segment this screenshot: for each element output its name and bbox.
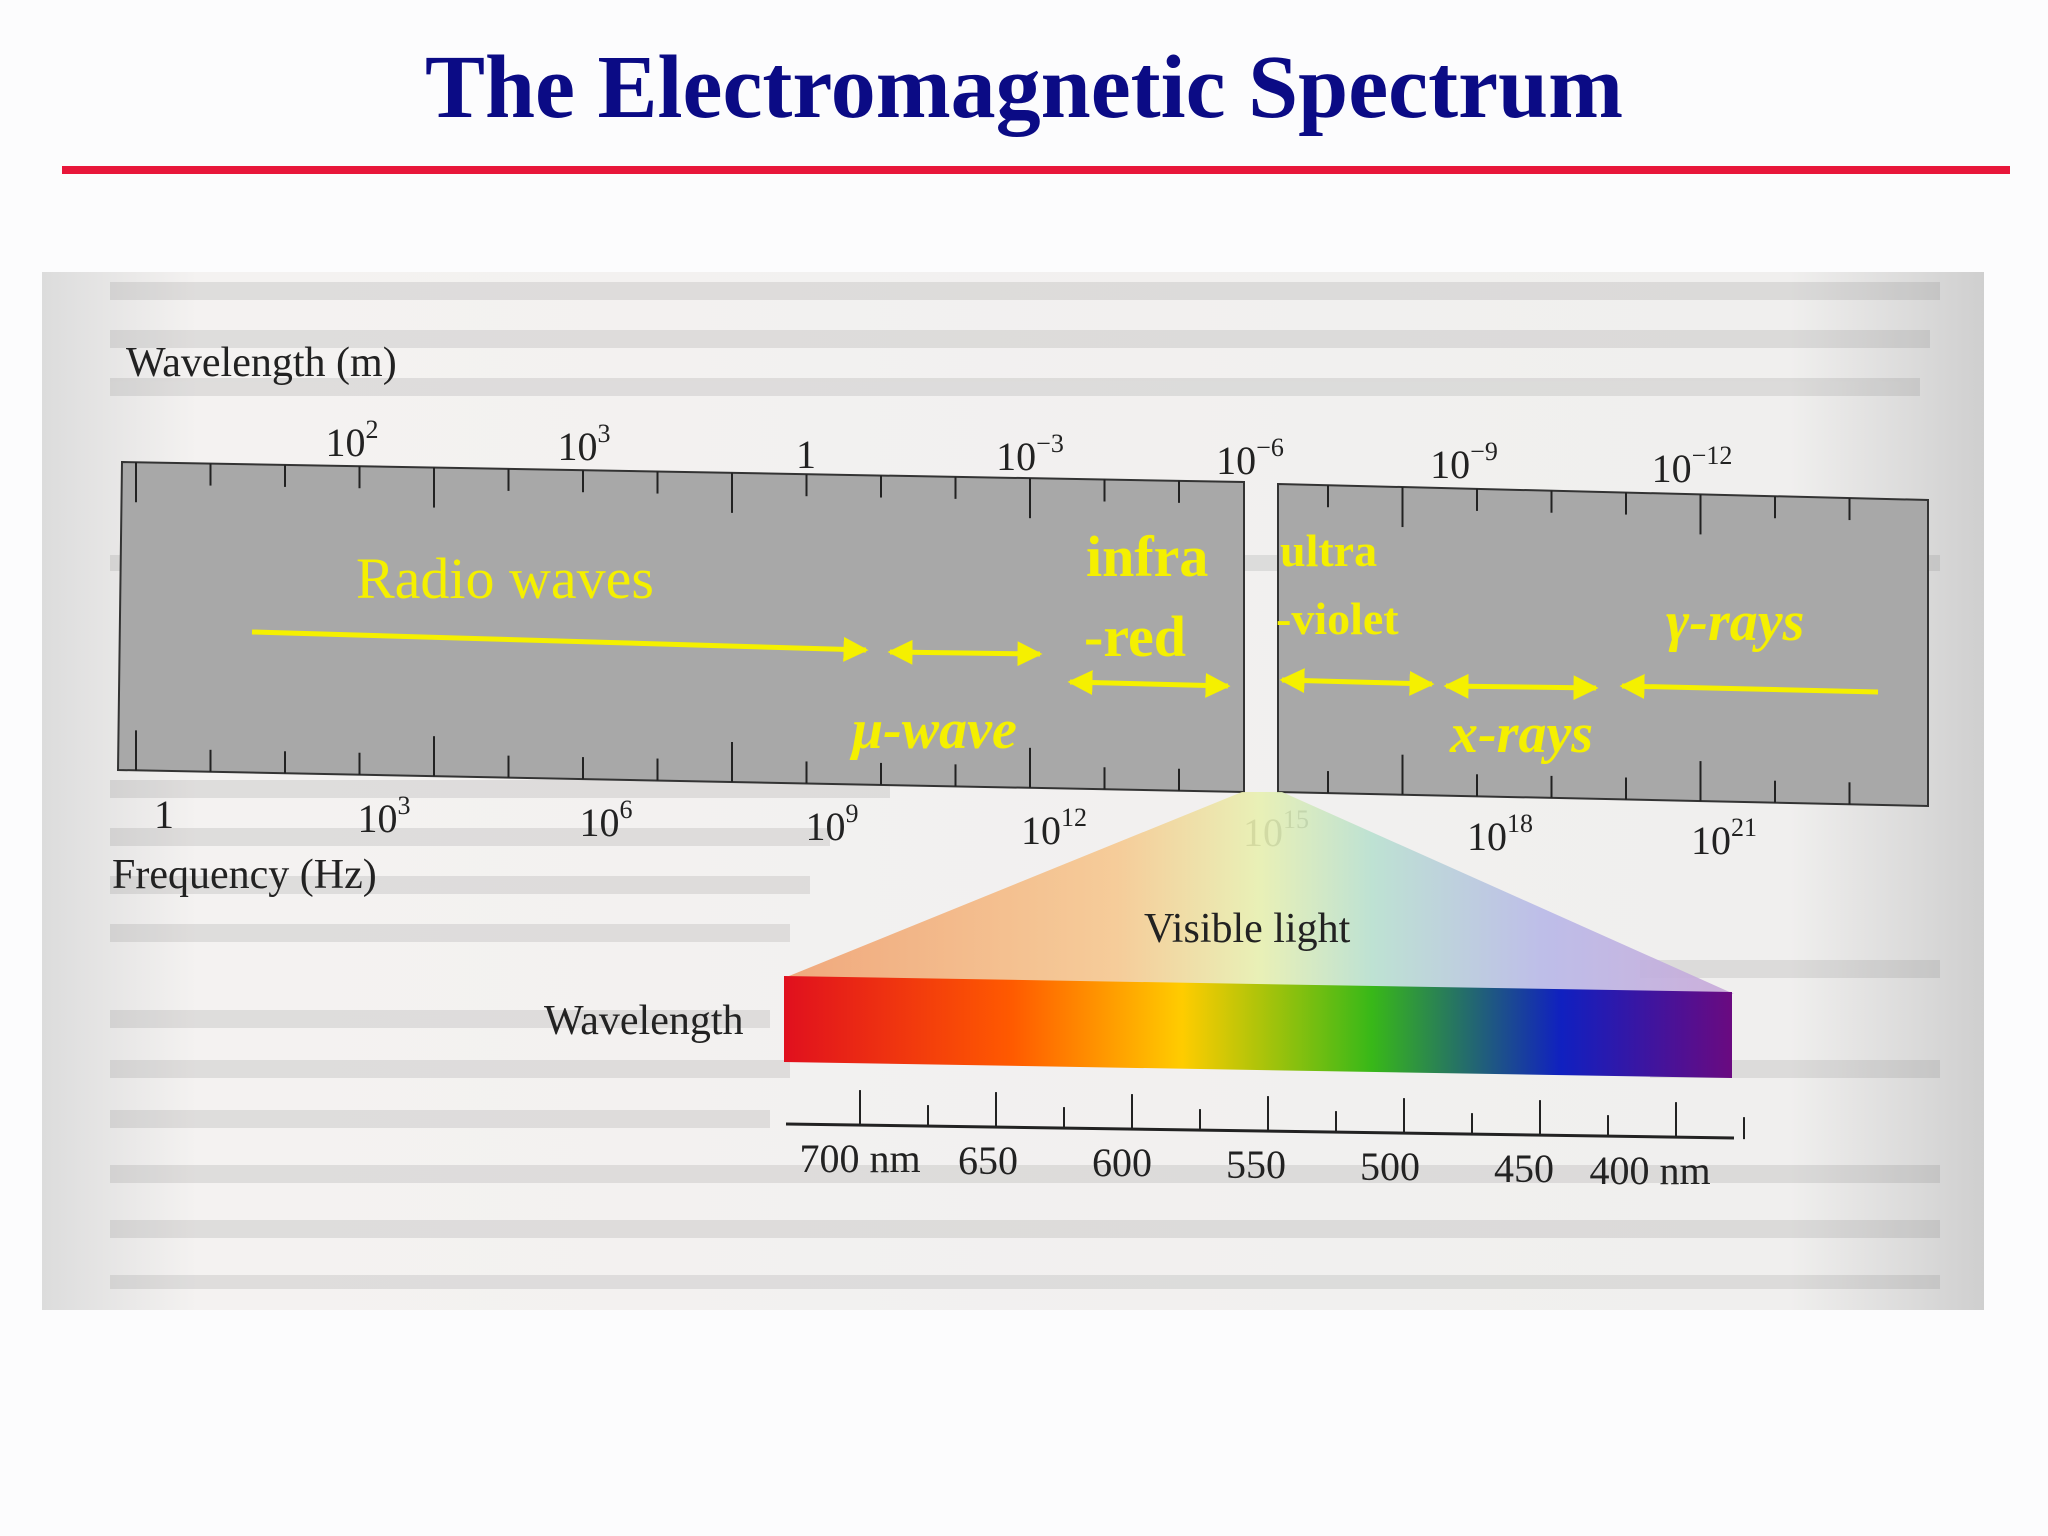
visible-scale-line (785, 1122, 1735, 1140)
wavelength-tick-label: 10−12 (1652, 441, 1733, 491)
frequency-tick-label: 1012 (1021, 803, 1087, 853)
visible-tick-label: 400 nm (1589, 1148, 1710, 1193)
slide-title: The Electromagnetic Spectrum (424, 38, 1624, 137)
band-labels: Radio waves μ-wave infra -red ultra -vio… (251, 524, 1879, 765)
wavelength-tick-label: 10−6 (1216, 433, 1284, 483)
gamma-rays-label: γ-rays (1666, 591, 1804, 653)
visible-tick-label: 650 (958, 1138, 1018, 1183)
spectrum-band-left (116, 460, 1245, 794)
frequency-tick-label: 109 (806, 799, 859, 849)
frequency-tick-label: 106 (580, 795, 633, 845)
wavelength-tick-label: 102 (326, 415, 379, 465)
frequency-tick-label: 103 (358, 791, 411, 841)
ultraviolet-arrow (1279, 668, 1435, 696)
gamma-rays-arrow (1619, 674, 1879, 700)
microwave-arrow (887, 639, 1043, 667)
wavelength-tick-marks (135, 462, 1851, 535)
frequency-axis-label: Frequency (Hz) (112, 852, 377, 898)
title-rule (62, 166, 2010, 174)
wavelength-tick-label: 103 (558, 419, 611, 469)
frequency-tick-label: 1 (154, 792, 174, 837)
wavelength-tick-label: 10−9 (1430, 437, 1498, 487)
wavelength-tick-labels: 102 103 1 10−3 10−6 10−9 10−12 (326, 415, 1733, 491)
visible-tick-label: 700 nm (799, 1136, 920, 1181)
ultraviolet-label-line1: ultra (1280, 525, 1377, 576)
frequency-tick-marks (135, 730, 1851, 805)
radio-waves-arrow (251, 629, 869, 662)
wavelength-axis-label: Wavelength (m) (126, 340, 397, 386)
microwave-label: μ-wave (849, 699, 1017, 761)
wavelength-tick-label: 10−3 (996, 429, 1064, 479)
xrays-arrow (1443, 673, 1599, 701)
visible-wavelength-label: Wavelength (544, 998, 744, 1044)
infrared-label-line1: infra (1086, 524, 1208, 589)
spectrum-band-right (1277, 482, 1929, 808)
visible-tick-label: 550 (1226, 1142, 1286, 1187)
frequency-tick-label: 1018 (1467, 809, 1533, 859)
xrays-label: x-rays (1449, 703, 1593, 765)
ultraviolet-label-line2: -violet (1276, 593, 1399, 644)
visible-spectrum-bar (784, 976, 1732, 1078)
visible-tick-label: 450 (1494, 1146, 1554, 1191)
visible-tick-label: 500 (1360, 1144, 1420, 1189)
frequency-tick-label: 1021 (1691, 813, 1757, 863)
visible-light-label: Visible light (1144, 906, 1351, 952)
infrared-label-line2: -red (1084, 604, 1186, 669)
wavelength-tick-label: 1 (796, 432, 816, 477)
infrared-arrow (1067, 670, 1231, 698)
visible-tick-label: 600 (1092, 1140, 1152, 1185)
visible-light-cone (784, 792, 1734, 994)
visible-scale-labels: 700 nm 650 600 550 500 450 400 nm (799, 1136, 1710, 1193)
radio-waves-label: Radio waves (356, 546, 654, 611)
visible-scale-ticks (859, 1090, 1745, 1140)
